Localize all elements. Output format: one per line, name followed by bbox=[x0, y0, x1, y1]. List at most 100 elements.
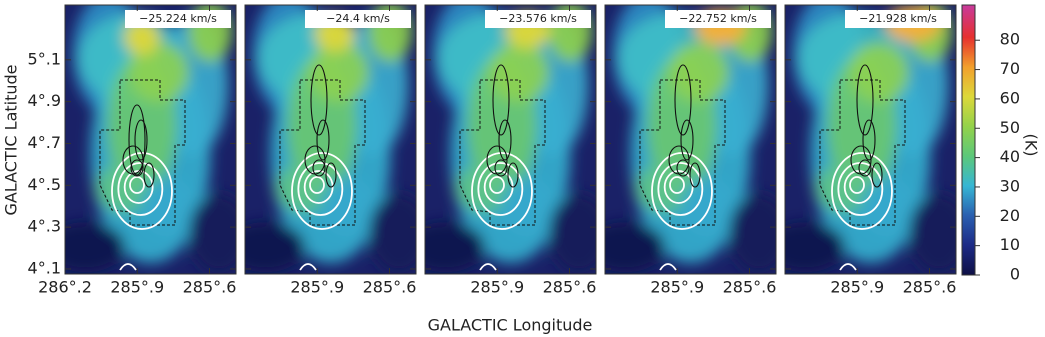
panel-title: −23.576 km/s bbox=[499, 12, 577, 25]
colorbar-tick-label: 70 bbox=[1000, 59, 1020, 78]
x-tick-label: 285°.9 bbox=[110, 278, 164, 297]
x-tick-label: 285°.6 bbox=[183, 278, 237, 297]
black-contour bbox=[143, 162, 155, 188]
map-panel bbox=[605, 5, 776, 274]
emission-blob bbox=[65, 222, 126, 273]
black-contour bbox=[494, 159, 508, 177]
white-contour bbox=[843, 170, 874, 204]
emission-blob bbox=[123, 19, 160, 56]
panel-frame bbox=[604, 4, 777, 275]
black-contour bbox=[492, 64, 510, 136]
colorbar-tick-label: 80 bbox=[1000, 30, 1020, 49]
emission-blob bbox=[849, 42, 910, 103]
white-contour bbox=[129, 176, 145, 194]
emission-blob bbox=[728, 193, 776, 274]
x-tick-label: 285°.6 bbox=[723, 278, 777, 297]
colorbar-tick-label: 60 bbox=[1000, 88, 1020, 107]
panel-title: −24.4 km/s bbox=[326, 12, 390, 25]
map-panel bbox=[785, 5, 956, 274]
title-box bbox=[125, 10, 231, 28]
emission-blob bbox=[548, 193, 596, 274]
black-contour bbox=[862, 119, 876, 161]
white-contour bbox=[657, 162, 704, 216]
map-panel bbox=[425, 5, 596, 274]
emission-blob bbox=[785, 222, 846, 273]
black-contour bbox=[312, 159, 326, 177]
white-contour bbox=[291, 152, 353, 230]
map-panel bbox=[245, 5, 416, 274]
black-contour bbox=[689, 162, 701, 188]
black-contour bbox=[680, 119, 694, 161]
emission-blob bbox=[319, 176, 376, 237]
black-contour bbox=[130, 159, 144, 177]
black-contour bbox=[856, 64, 874, 136]
survey-boundary bbox=[639, 79, 726, 226]
y-tick-label: 4°.1 bbox=[28, 258, 61, 277]
y-axis-title: GALACTIC Latitude bbox=[2, 64, 21, 215]
white-contour bbox=[669, 176, 685, 194]
emission-blob bbox=[309, 42, 370, 103]
emission-blob bbox=[489, 42, 550, 103]
y-tick-label: 5°.1 bbox=[28, 49, 61, 68]
panel-frame bbox=[784, 4, 957, 275]
emission-blob bbox=[129, 42, 190, 103]
x-axis-title: GALACTIC Longitude bbox=[428, 316, 593, 335]
survey-boundary bbox=[819, 79, 906, 226]
white-contour bbox=[117, 162, 164, 216]
x-tick-label: 285°.9 bbox=[830, 278, 884, 297]
emission-blob bbox=[425, 222, 486, 273]
black-contour bbox=[676, 159, 690, 177]
black-contour bbox=[858, 159, 872, 177]
colorbar-tick-label: 20 bbox=[1000, 206, 1020, 225]
map-panel bbox=[65, 5, 236, 274]
black-contour bbox=[674, 64, 692, 136]
white-contour bbox=[849, 176, 865, 194]
colorbar-tick-label: 0 bbox=[1010, 265, 1020, 284]
survey-boundary bbox=[279, 79, 366, 226]
black-contour bbox=[316, 119, 330, 161]
panel-frame bbox=[64, 4, 237, 275]
emission-blob bbox=[669, 42, 730, 103]
panel-title: −21.928 km/s bbox=[859, 12, 937, 25]
white-contour bbox=[297, 162, 344, 216]
title-box bbox=[665, 10, 771, 28]
title-box bbox=[305, 10, 411, 28]
survey-boundary bbox=[99, 79, 186, 226]
emission-blob bbox=[499, 176, 556, 237]
black-contour bbox=[507, 162, 519, 188]
white-contour bbox=[471, 152, 533, 230]
emission-blob bbox=[245, 222, 306, 273]
black-contour bbox=[310, 64, 328, 136]
panel-frame bbox=[244, 4, 417, 275]
white-contour bbox=[489, 176, 505, 194]
black-contour bbox=[128, 104, 146, 176]
colorbar bbox=[961, 4, 976, 276]
x-tick-label: 286°.2 bbox=[38, 278, 92, 297]
x-tick-label: 285°.9 bbox=[290, 278, 344, 297]
panel-title: −22.752 km/s bbox=[679, 12, 757, 25]
emission-blob bbox=[368, 193, 416, 274]
white-contour bbox=[299, 263, 317, 271]
survey-boundary bbox=[459, 79, 546, 226]
y-tick-label: 4°.9 bbox=[28, 91, 61, 110]
title-box bbox=[485, 10, 591, 28]
black-contour bbox=[498, 119, 512, 161]
y-tick-label: 4°.7 bbox=[28, 133, 61, 152]
x-tick-label: 285°.6 bbox=[363, 278, 417, 297]
black-contour bbox=[871, 162, 883, 188]
colorbar-tick-label: 30 bbox=[1000, 176, 1020, 195]
x-tick-label: 285°.9 bbox=[650, 278, 704, 297]
title-box bbox=[845, 10, 951, 28]
emission-blob bbox=[859, 176, 916, 237]
y-tick-label: 4°.3 bbox=[28, 217, 61, 236]
colorbar-tick-label: 50 bbox=[1000, 118, 1020, 137]
white-contour bbox=[479, 263, 497, 271]
black-contour bbox=[134, 119, 148, 161]
white-contour bbox=[831, 152, 893, 230]
panel-title: −25.224 km/s bbox=[139, 12, 217, 25]
white-contour bbox=[839, 263, 857, 271]
white-contour bbox=[659, 263, 677, 271]
emission-blob bbox=[605, 222, 666, 273]
black-contour bbox=[325, 162, 337, 188]
